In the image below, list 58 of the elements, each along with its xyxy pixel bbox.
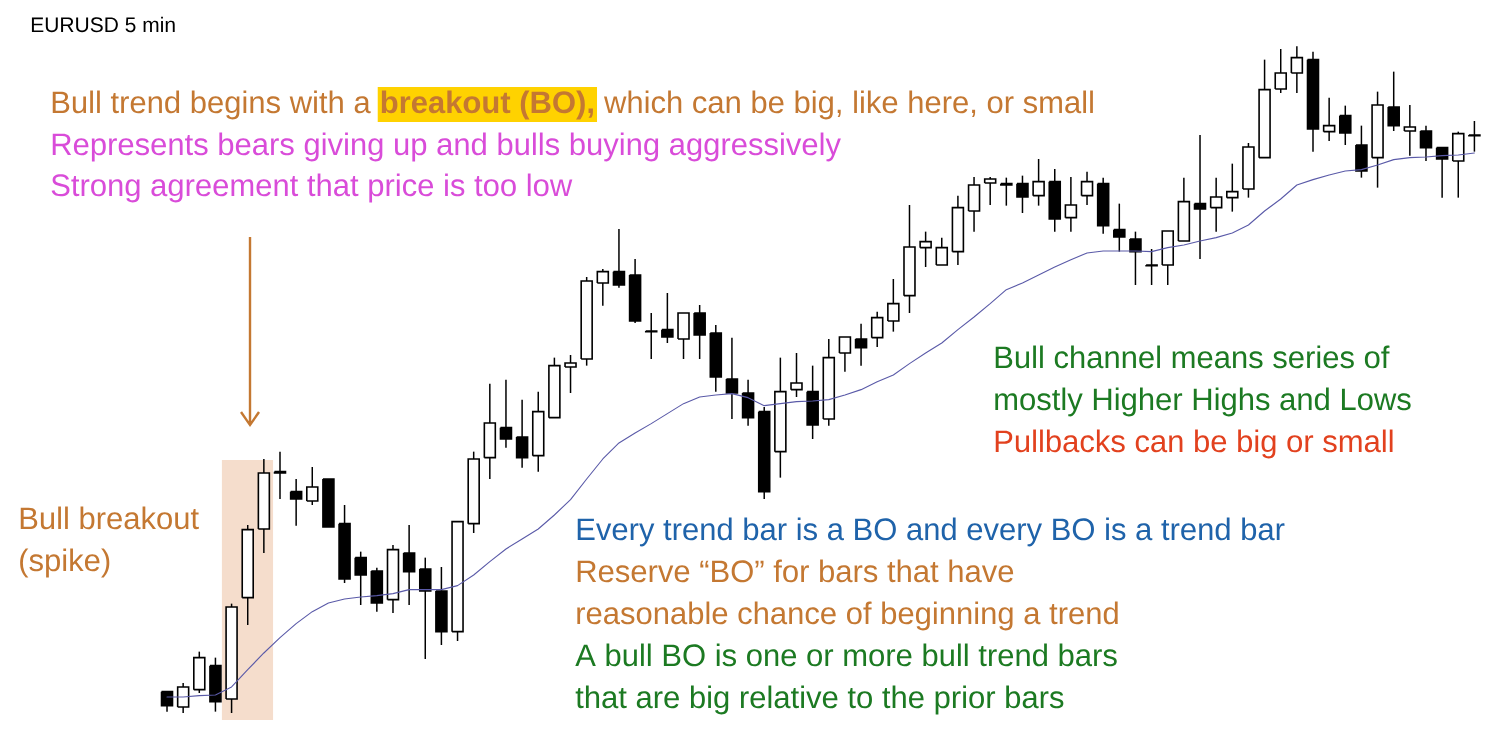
candlestick <box>1000 176 1013 207</box>
candlestick <box>1403 104 1417 157</box>
candlestick <box>644 312 658 360</box>
candlestick <box>402 524 416 606</box>
candlestick <box>1080 170 1094 206</box>
annotation: Every trend bar is a BO and every BO is a trend bar <box>577 517 1285 547</box>
candlestick <box>1193 134 1207 260</box>
candlestick <box>305 466 319 506</box>
candlestick <box>612 228 626 289</box>
candlestick <box>1468 120 1481 153</box>
annotation: Reserve “BO” for bars that have <box>577 559 1014 583</box>
chart-title: EURUSD 5 min <box>31 16 175 33</box>
candlestick <box>499 378 513 449</box>
candlestick <box>1209 176 1223 233</box>
annotation: that are big relative to the prior bars <box>575 685 1064 715</box>
annotation: breakout (BO), <box>381 90 593 120</box>
annotation: mostly Higher Highs and Lows <box>995 387 1411 417</box>
annotation: A bull BO is one or more bull trend bars <box>575 643 1117 667</box>
candlestick <box>564 354 577 394</box>
candlestick <box>1113 202 1126 253</box>
candlestick <box>919 230 932 268</box>
candlestick <box>693 304 706 360</box>
candlestick <box>725 336 739 420</box>
candlestick <box>176 682 190 714</box>
candlestick <box>1145 248 1158 286</box>
annotation: reasonable chance of beginning a trend <box>577 601 1118 631</box>
candlestick <box>1226 162 1239 213</box>
candlestick <box>935 236 949 266</box>
candlestick <box>1339 104 1352 146</box>
annotation: Represents bears giving up and bulls buying aggressively <box>52 132 841 162</box>
candlestick <box>1419 124 1433 162</box>
candlestick <box>838 336 852 373</box>
candlestick <box>983 176 997 206</box>
candlestick <box>289 478 303 527</box>
candlestick <box>273 450 287 500</box>
candlestick <box>515 398 529 469</box>
candlestick <box>596 268 610 307</box>
candlestick <box>1290 45 1304 94</box>
candlestick <box>1322 96 1336 142</box>
candlestick <box>354 550 367 606</box>
annotation: Strong agreement that price is too low <box>51 173 573 203</box>
candlestick <box>854 322 868 367</box>
candlestick <box>1064 176 1078 233</box>
candlestick <box>790 352 803 398</box>
candlestick <box>1016 174 1029 214</box>
candlestick <box>1387 70 1400 132</box>
candlestick <box>418 556 432 660</box>
text: (spike) <box>20 548 110 578</box>
annotation: Bull channel means series of <box>995 345 1390 369</box>
candlestick <box>870 310 884 348</box>
annotation: Bull trend begins with a <box>52 90 371 120</box>
annotation: Pullbacks can be big or small <box>995 429 1393 459</box>
annotation: which can be big, like here, or small <box>603 90 1093 120</box>
candlestick <box>1032 158 1045 207</box>
candlestick <box>1274 48 1288 94</box>
candlestick <box>661 292 674 344</box>
candlestick <box>887 278 900 333</box>
annotation: Bull breakout <box>20 506 199 530</box>
